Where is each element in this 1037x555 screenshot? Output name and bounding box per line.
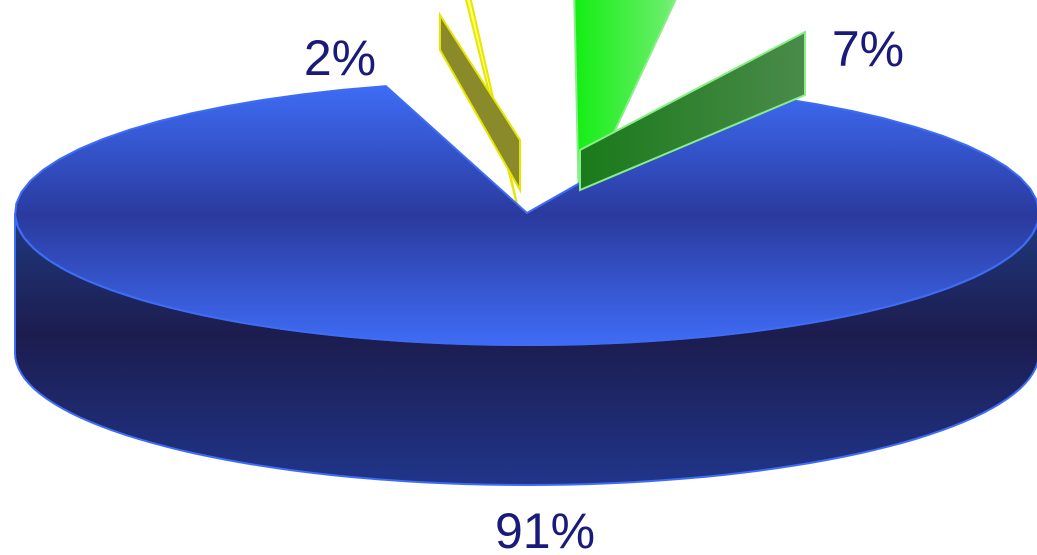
slice-2pct-side [439,11,521,194]
slice-91pct [14,85,1037,346]
slice-7pct-side [579,30,806,192]
slice-label-2pct: 2% [304,30,376,86]
slice-2pct [465,0,520,214]
slice-label-7pct: 7% [832,21,904,77]
slice-label-91pct: 91% [495,503,595,555]
